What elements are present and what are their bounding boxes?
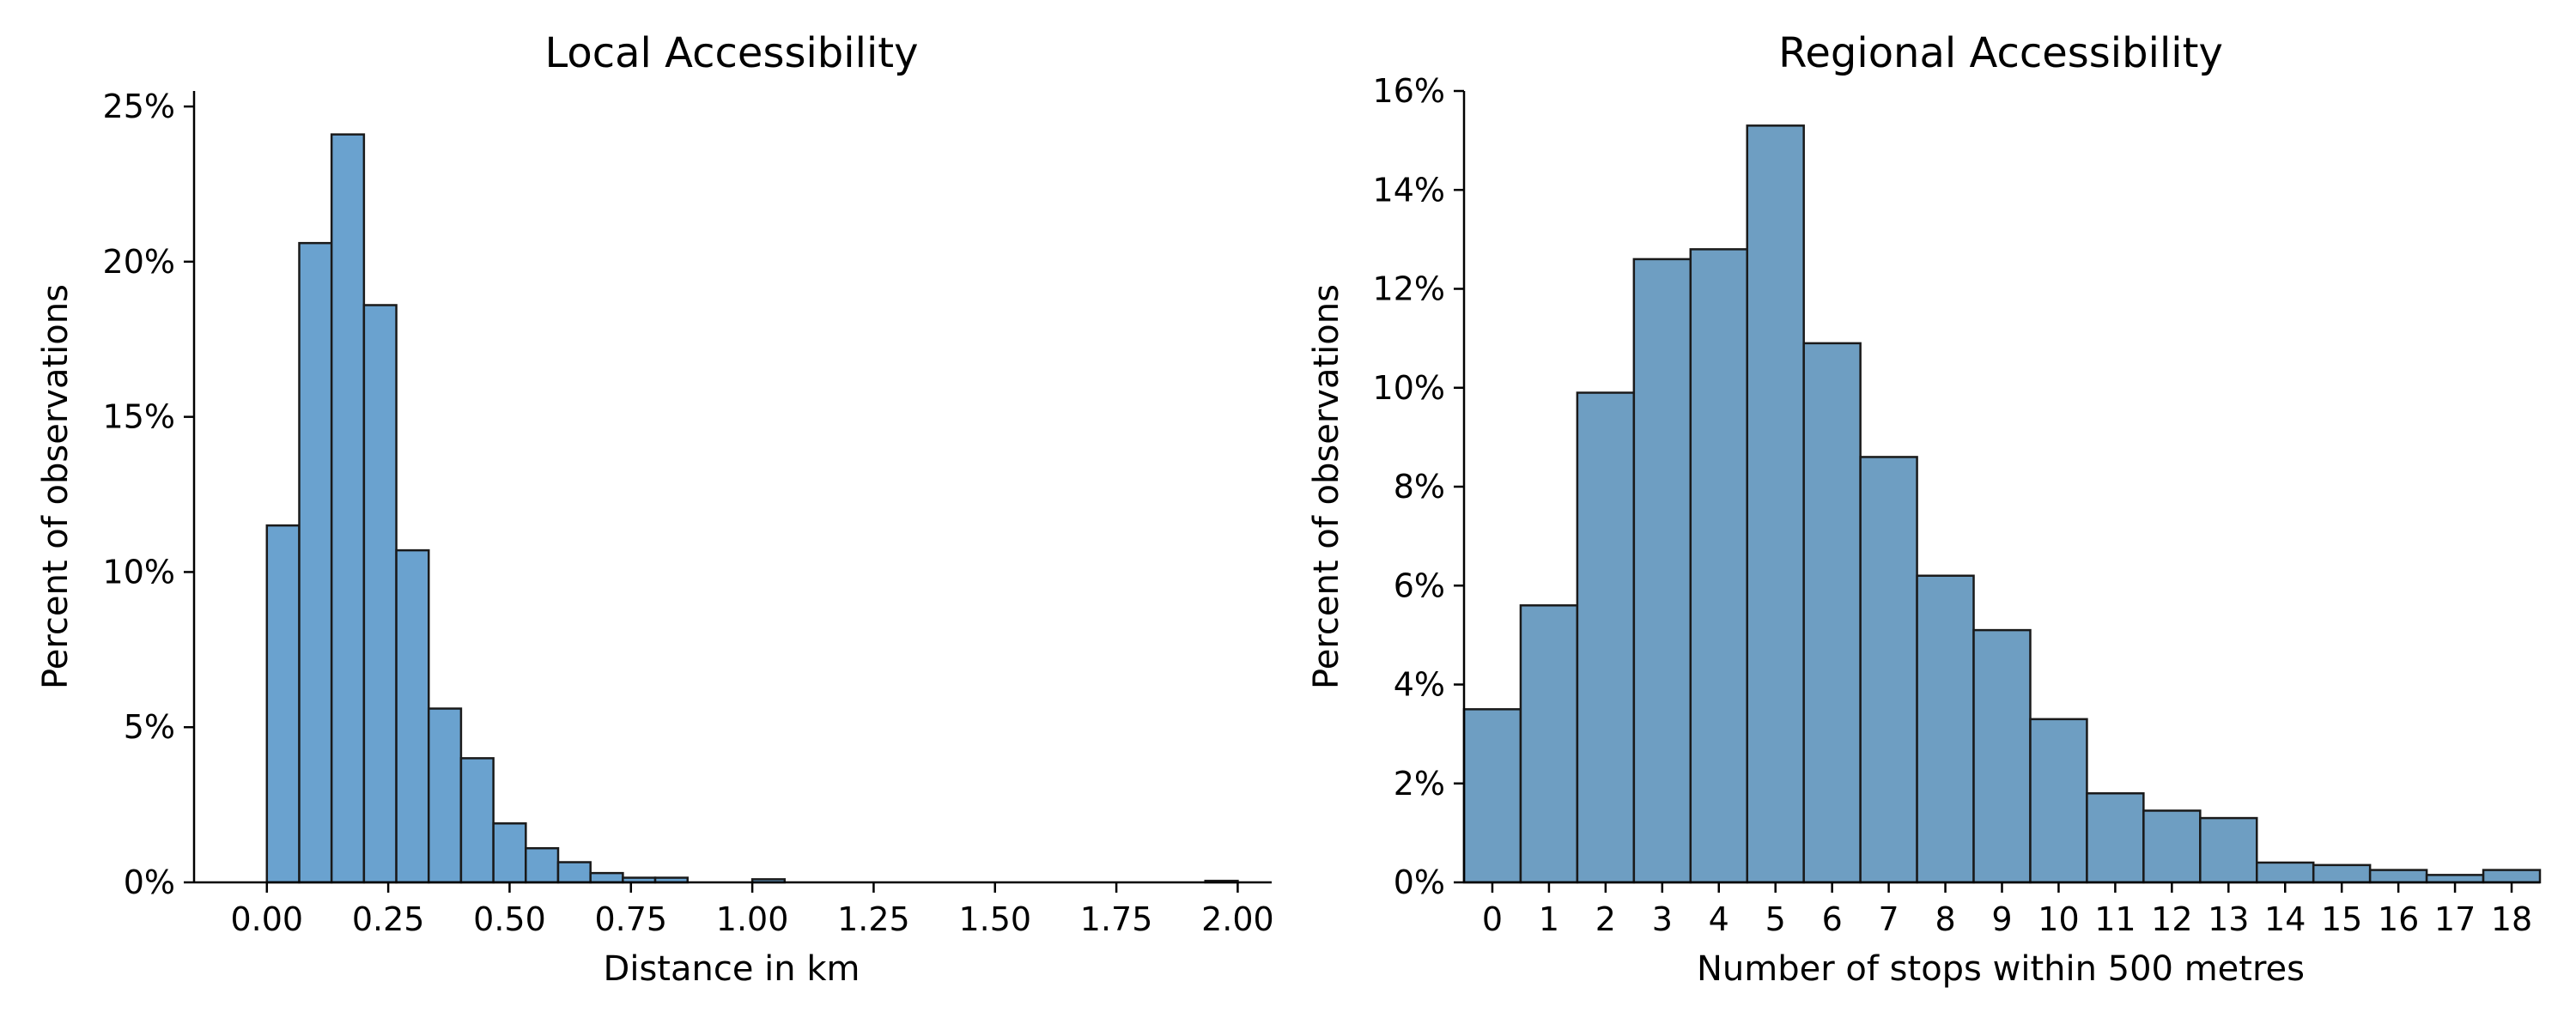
bars xyxy=(1462,124,2542,884)
y-tick-label: 15% xyxy=(103,398,175,436)
histogram-bar xyxy=(1689,248,1748,884)
histogram-bar xyxy=(2199,816,2258,884)
histogram-bar xyxy=(2482,869,2542,884)
x-tick-label: 0.50 xyxy=(473,900,546,938)
x-tick-label: 0.25 xyxy=(352,900,425,938)
histogram-bar xyxy=(2256,861,2315,884)
x-tick-label: 2 xyxy=(1595,900,1616,938)
y-tick-label: 6% xyxy=(1394,566,1445,604)
local-accessibility-panel: Local Accessibility 0% 5% 10% 15% 20% 25% 0.0… xyxy=(36,29,1274,989)
x-tick-label: 10 xyxy=(2038,900,2079,938)
x-tick-label: 3 xyxy=(1652,900,1673,938)
histogram-bar xyxy=(589,871,624,884)
x-ticks: 0.00 0.25 0.50 0.75 1.00 1.25 1.50 1.75 2.00 xyxy=(230,882,1274,938)
histogram-bar xyxy=(395,548,430,884)
y-tick-label: 20% xyxy=(103,243,175,281)
histogram-bar xyxy=(525,846,560,884)
x-tick-label: 5 xyxy=(1765,900,1786,938)
histogram-bar xyxy=(362,304,398,884)
histogram-bar xyxy=(492,822,527,884)
histogram-bar xyxy=(2312,863,2372,884)
histogram-bar xyxy=(1576,391,1636,884)
x-tick-label: 18 xyxy=(2491,900,2532,938)
histogram-bar xyxy=(1859,456,1918,884)
y-tick-label: 5% xyxy=(124,708,175,746)
x-tick-label: 13 xyxy=(2208,900,2249,938)
x-tick-label: 17 xyxy=(2434,900,2476,938)
x-tick-label: 16 xyxy=(2378,900,2419,938)
histogram-bar xyxy=(330,133,366,884)
histogram-bar xyxy=(1746,124,1805,884)
chart-title: Local Accessibility xyxy=(544,29,918,77)
histogram-bar xyxy=(459,757,495,884)
y-tick-label: 2% xyxy=(1394,765,1445,803)
histogram-bar xyxy=(1519,604,1579,884)
y-axis-label: Percent of observations xyxy=(36,284,76,689)
x-tick-label: 12 xyxy=(2151,900,2192,938)
y-tick-label: 0% xyxy=(124,863,175,901)
histogram-bar xyxy=(1462,708,1522,884)
y-tick-label: 4% xyxy=(1394,666,1445,704)
chart-title: Regional Accessibility xyxy=(1778,29,2223,77)
histogram-bar xyxy=(1972,628,2032,884)
y-tick-label: 16% xyxy=(1373,72,1445,110)
x-tick-label: 1.25 xyxy=(837,900,910,938)
x-tick-label: 6 xyxy=(1822,900,1843,938)
y-ticks: 0% 2% 4% 6% 8% 10% 12% 14% 16% xyxy=(1373,72,1464,901)
x-axis-label: Number of stops within 500 metres xyxy=(1697,949,2305,989)
x-tick-label: 11 xyxy=(2094,900,2136,938)
x-tick-label: 1.00 xyxy=(716,900,789,938)
x-tick-label: 1.75 xyxy=(1080,900,1153,938)
histogram-bar xyxy=(2142,809,2202,884)
y-tick-label: 10% xyxy=(1373,369,1445,407)
histogram-bar xyxy=(298,241,333,884)
x-tick-label: 1 xyxy=(1539,900,1559,938)
histogram-bar xyxy=(265,524,301,884)
y-tick-label: 14% xyxy=(1373,171,1445,209)
y-tick-label: 8% xyxy=(1394,468,1445,506)
histogram-bar xyxy=(2368,869,2428,884)
x-tick-label: 7 xyxy=(1879,900,1899,938)
x-ticks: 0 1 2 3 4 5 6 7 8 9 10 11 12 13 14 15 16 17 18 xyxy=(1482,882,2532,938)
x-tick-label: 0.00 xyxy=(230,900,303,938)
y-tick-label: 25% xyxy=(103,88,175,125)
bars xyxy=(265,133,1239,884)
histogram-bar xyxy=(1632,258,1692,884)
x-tick-label: 0.75 xyxy=(594,900,667,938)
x-tick-label: 8 xyxy=(1935,900,1955,938)
histogram-bar xyxy=(1916,574,1975,884)
y-axis-label: Percent of observations xyxy=(1307,284,1346,689)
histogram-bar xyxy=(427,707,463,884)
x-tick-label: 14 xyxy=(2264,900,2306,938)
histogram-bar xyxy=(2425,874,2485,884)
histogram-bar xyxy=(1802,342,1862,884)
x-tick-label: 1.50 xyxy=(958,900,1031,938)
histogram-bar xyxy=(556,861,592,884)
x-tick-label: 2.00 xyxy=(1201,900,1274,938)
x-tick-label: 0 xyxy=(1482,900,1503,938)
x-tick-label: 9 xyxy=(1991,900,2012,938)
y-ticks: 0% 5% 10% 15% 20% 25% xyxy=(103,88,194,901)
histogram-bar xyxy=(2029,718,2088,884)
regional-accessibility-panel: Regional Accessibility 0% 2% 4% 6% 8% 10% 12% 1… xyxy=(1307,29,2542,989)
x-axis-label: Distance in km xyxy=(604,949,860,989)
y-tick-label: 0% xyxy=(1394,863,1445,901)
histogram-bar xyxy=(2086,792,2145,884)
x-tick-label: 4 xyxy=(1709,900,1729,938)
x-tick-label: 15 xyxy=(2321,900,2362,938)
y-tick-label: 12% xyxy=(1373,270,1445,308)
y-tick-label: 10% xyxy=(103,553,175,591)
